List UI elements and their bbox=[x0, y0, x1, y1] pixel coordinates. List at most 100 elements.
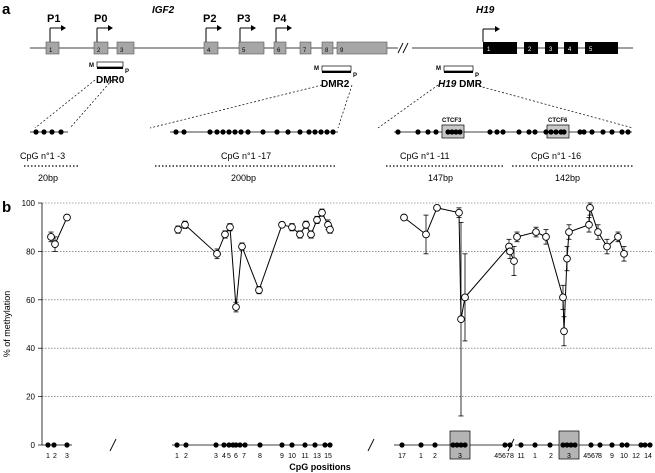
data-point bbox=[181, 220, 189, 229]
igf2-exon-8: 8 bbox=[321, 41, 334, 55]
cpg-dot bbox=[581, 129, 587, 135]
h19-exon-3: 3 bbox=[545, 42, 558, 54]
cpg-dot bbox=[41, 129, 47, 135]
cpg-dot bbox=[454, 442, 460, 448]
h19-exon-5: 5 bbox=[585, 42, 618, 54]
igf2-promoter-label: P3 bbox=[237, 13, 250, 25]
data-point bbox=[422, 230, 430, 239]
data-point bbox=[326, 225, 334, 234]
h19-dmr-text: DMR bbox=[459, 79, 483, 90]
igf2-exon-5: 5 bbox=[238, 41, 265, 55]
cpg-dot bbox=[173, 129, 179, 135]
cpg-dot bbox=[418, 442, 424, 448]
x-tick-label: 7 bbox=[242, 453, 246, 460]
cpg-dot bbox=[245, 129, 251, 135]
igf2-exon-label: 4 bbox=[207, 48, 211, 54]
cpg-dot bbox=[619, 442, 625, 448]
cpg-dot bbox=[183, 442, 189, 448]
x-tick-label: 2 bbox=[549, 453, 553, 460]
x-tick-label: 3 bbox=[65, 453, 69, 460]
cpg-dot bbox=[564, 442, 570, 448]
cpg-dot bbox=[572, 442, 578, 448]
series-line bbox=[50, 217, 68, 246]
igf2-exon-label: 7 bbox=[303, 48, 307, 54]
igf2-exon-label: 8 bbox=[325, 48, 329, 54]
series-3 bbox=[513, 202, 628, 347]
igf2-exon-label: 6 bbox=[277, 48, 281, 54]
data-point bbox=[563, 254, 571, 263]
cpg-dot bbox=[221, 442, 227, 448]
y-tick-label: 100 bbox=[22, 199, 36, 208]
x-tick-label: 5 bbox=[227, 453, 231, 460]
x-tick-label: 14 bbox=[644, 453, 652, 460]
h19-exon-label: 5 bbox=[589, 47, 593, 53]
cpg-dot bbox=[181, 129, 187, 135]
cpg-dot bbox=[494, 129, 500, 135]
h19-exon-4: 4 bbox=[564, 42, 578, 54]
data-point bbox=[603, 242, 611, 251]
cpg-dot bbox=[647, 442, 653, 448]
x-tick-label: 13 bbox=[313, 453, 321, 460]
cpg-dot bbox=[226, 442, 232, 448]
cpg-dot bbox=[220, 129, 226, 135]
igf2-promoter-p2: P2 bbox=[203, 13, 222, 42]
cpg-dot bbox=[638, 442, 644, 448]
data-point bbox=[532, 228, 540, 236]
series-0 bbox=[47, 213, 71, 252]
cpg-dot bbox=[560, 442, 566, 448]
cpg-tracks bbox=[30, 124, 632, 139]
cpg-dot bbox=[432, 442, 438, 448]
amplicon-size-h19-b: 142bp bbox=[555, 173, 580, 183]
cpg-range-dmr0: CpG n°1 -3 bbox=[20, 151, 65, 161]
cpg-dot bbox=[507, 442, 513, 448]
igf2-promoter-label: P4 bbox=[273, 13, 287, 25]
h19-exons: 1 2 3 4 5 bbox=[483, 42, 618, 54]
data-point bbox=[542, 233, 550, 241]
cpg-dot bbox=[597, 442, 603, 448]
cpg-dot bbox=[289, 442, 295, 448]
cpg-dot bbox=[260, 129, 266, 135]
igf2-exon-6: 6 bbox=[273, 41, 287, 55]
data-point bbox=[255, 286, 263, 294]
x-tick-label: 15 bbox=[324, 453, 332, 460]
igf2-exon-label: 3 bbox=[120, 48, 124, 54]
h19-exon-label: 2 bbox=[528, 47, 532, 53]
h19-exon-label: 1 bbox=[487, 47, 491, 53]
cpg-dot bbox=[457, 129, 463, 135]
series-line bbox=[516, 207, 625, 332]
h19-dmr-italic: H19 bbox=[438, 79, 457, 90]
cpg-dot bbox=[274, 129, 280, 135]
cpg-dot bbox=[624, 442, 630, 448]
x-tick-label: 4 bbox=[222, 453, 226, 460]
data-point bbox=[565, 228, 573, 236]
cpg-dot bbox=[568, 442, 574, 448]
data-point bbox=[238, 242, 246, 251]
dmr2-marker: M P bbox=[314, 65, 357, 79]
cpg-dot bbox=[322, 442, 328, 448]
h19-exon-2: 2 bbox=[524, 42, 538, 54]
x-tick-label: 4567 bbox=[583, 453, 599, 460]
cpg-range-dmr2: CpG n°1 -17 bbox=[221, 151, 271, 161]
cpg-dot bbox=[449, 129, 455, 135]
data-point bbox=[302, 220, 310, 229]
data-point bbox=[457, 315, 465, 324]
dmr0-m-label: M bbox=[89, 63, 94, 69]
cpg-dot bbox=[487, 129, 493, 135]
cpg-dot bbox=[433, 129, 439, 135]
chart-y-ticks: 0 20 40 60 80 100 bbox=[22, 199, 42, 450]
series-line bbox=[403, 207, 515, 320]
cpg-dot bbox=[589, 129, 595, 135]
cpg-dot bbox=[561, 129, 567, 135]
igf2-exon-1: 1 bbox=[45, 41, 60, 55]
cpg-dot bbox=[232, 129, 238, 135]
cpg-dot bbox=[532, 442, 538, 448]
cpg-dot bbox=[450, 442, 456, 448]
cpg-dot bbox=[399, 442, 405, 448]
cpg-range-h19-b: CpG n°1 -16 bbox=[531, 151, 581, 161]
y-tick-label: 60 bbox=[26, 296, 35, 305]
x-tick-label: 2 bbox=[433, 453, 437, 460]
data-point bbox=[594, 228, 602, 236]
cpg-dot bbox=[500, 129, 506, 135]
data-point bbox=[614, 233, 622, 241]
y-tick-label: 20 bbox=[26, 393, 35, 402]
